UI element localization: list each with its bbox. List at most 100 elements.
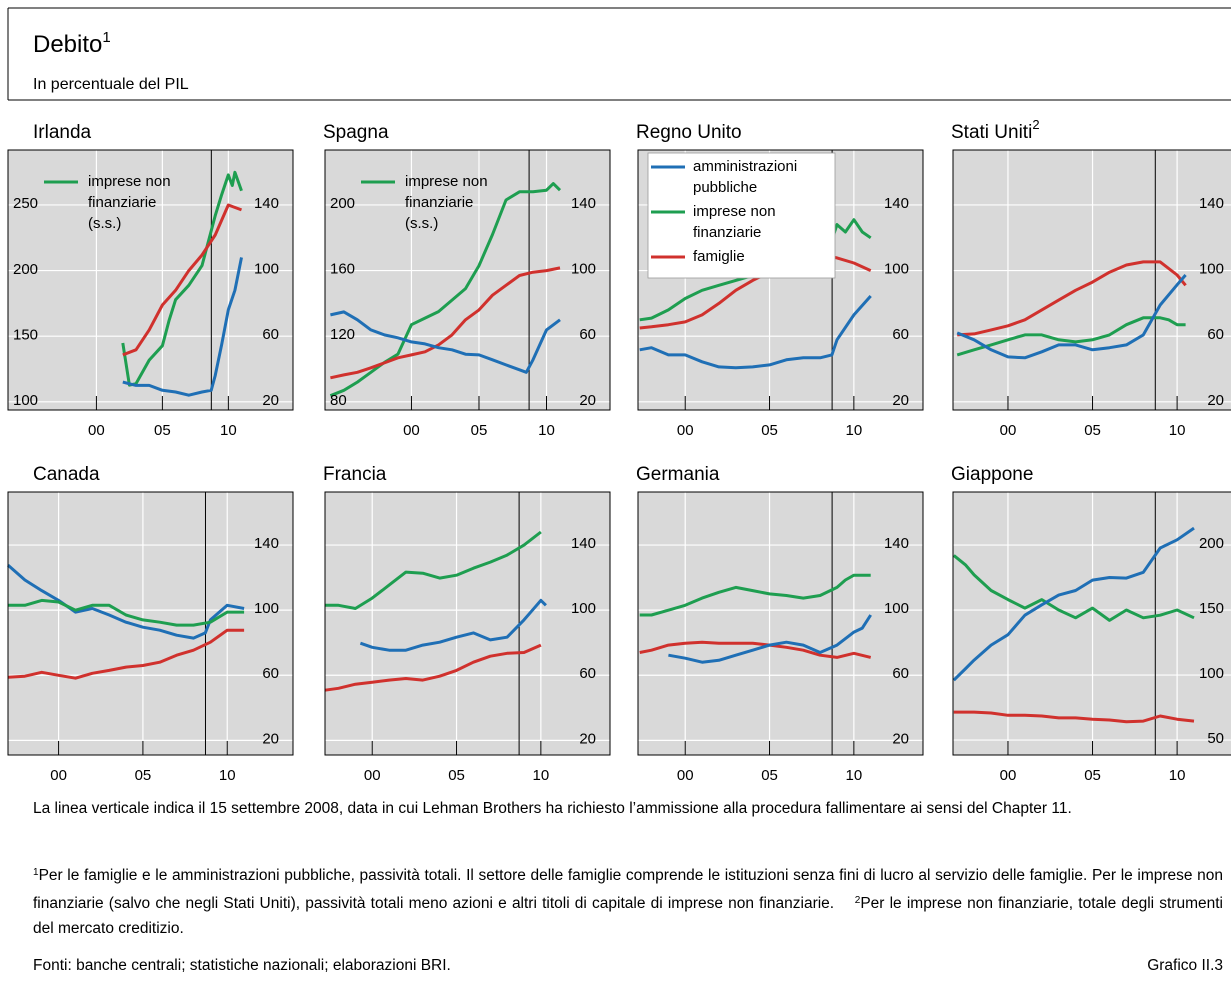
panel-title-text: Giappone	[951, 464, 1033, 485]
plot-background	[325, 492, 610, 755]
y-tick-label: 150	[13, 326, 38, 343]
footnotes: 1Per le famiglie e le amministrazioni pu…	[33, 860, 1223, 941]
plot-background	[8, 150, 293, 410]
series-line	[639, 640, 872, 659]
y2-tick-label: 100	[884, 600, 909, 617]
series-line	[668, 614, 872, 664]
y2-tick-label: 150	[1199, 600, 1224, 617]
y2-tick-label: 60	[892, 665, 909, 682]
sources: Fonti: banche centrali; statistiche nazi…	[33, 957, 451, 974]
panel-title-note: 2	[1032, 117, 1039, 132]
note-mark: 2	[854, 895, 861, 906]
panel-title: Canada	[33, 464, 100, 485]
plot-frame	[637, 149, 924, 411]
y2-tick-label: 140	[571, 195, 596, 212]
y2-tick-label: 60	[262, 326, 279, 343]
x-tick-label: 05	[154, 422, 171, 439]
series-line	[952, 526, 1195, 682]
legend-label: finanziarie	[405, 194, 473, 211]
series-line	[639, 295, 872, 370]
x-tick-label: 00	[50, 767, 67, 784]
y2-tick-label: 140	[254, 535, 279, 552]
y2-tick-label: 140	[884, 535, 909, 552]
note-text: Per le imprese non finanziarie, totale d…	[33, 895, 1223, 937]
panel-title-text: Stati Uniti	[951, 122, 1032, 143]
panel-title: Germania	[636, 464, 720, 485]
panel-title-text: Canada	[33, 464, 100, 485]
page-title: Debito1	[33, 29, 111, 58]
title-text: Debito	[33, 31, 102, 58]
legend-label: finanziarie	[88, 194, 156, 211]
series-line	[359, 598, 547, 652]
x-tick-label: 10	[220, 422, 237, 439]
y2-tick-label: 60	[579, 665, 596, 682]
x-tick-label: 00	[677, 767, 694, 784]
legend-label: (s.s.)	[88, 215, 121, 232]
legend-label: amministrazioni	[693, 158, 797, 175]
series-line	[324, 643, 542, 692]
panel-title-text: Regno Unito	[636, 122, 742, 143]
series-line	[329, 182, 562, 398]
x-tick-label: 00	[677, 422, 694, 439]
panel-title-text: Irlanda	[33, 122, 92, 143]
panel-title: Irlanda	[33, 122, 92, 143]
plot-background	[638, 492, 923, 755]
y-tick-label: 250	[13, 195, 38, 212]
y2-tick-label: 60	[579, 326, 596, 343]
series-line	[122, 257, 243, 397]
y-tick-label: 80	[330, 392, 347, 409]
x-tick-label: 10	[533, 767, 550, 784]
x-tick-label: 10	[1169, 767, 1186, 784]
y2-tick-label: 100	[571, 600, 596, 617]
y2-tick-label: 20	[579, 730, 596, 747]
x-tick-label: 05	[761, 767, 778, 784]
y2-tick-label: 20	[262, 392, 279, 409]
plot-frame	[324, 149, 611, 411]
plot-frame	[324, 491, 611, 756]
title-note: 1	[102, 29, 110, 46]
series-line	[330, 266, 561, 380]
x-tick-label: 05	[1084, 767, 1101, 784]
panel-title-text: Spagna	[323, 122, 389, 143]
panel-title: Stati Uniti2	[951, 117, 1040, 143]
note-mark: 1	[33, 867, 39, 878]
series-line	[325, 530, 542, 610]
y2-tick-label: 100	[1199, 665, 1224, 682]
y2-tick-label: 20	[892, 392, 909, 409]
panel-title-text: Germania	[636, 464, 720, 485]
chart-area: Debito1 In percentuale del PIL 00 05 10100…	[7, 7, 1231, 784]
y-tick-label: 160	[330, 261, 355, 278]
panel-title: Regno Unito	[636, 122, 742, 143]
x-tick-label: 05	[135, 767, 152, 784]
y2-tick-label: 20	[1207, 392, 1224, 409]
x-tick-label: 00	[403, 422, 420, 439]
series-line	[952, 554, 1195, 622]
series-line	[639, 573, 871, 617]
x-tick-label: 10	[538, 422, 555, 439]
chart-id: Grafico II.3	[1147, 957, 1223, 974]
x-tick-label: 05	[448, 767, 465, 784]
panel-title: Giappone	[951, 464, 1033, 485]
subtitle: In percentuale del PIL	[33, 76, 189, 93]
legend-label: imprese non	[693, 203, 776, 220]
series-line	[956, 274, 1187, 360]
panel-title: Spagna	[323, 122, 389, 143]
legend-label: finanziarie	[693, 224, 761, 241]
x-tick-label: 10	[1169, 422, 1186, 439]
legend-label: (s.s.)	[405, 215, 438, 232]
panel-title: Francia	[323, 464, 387, 485]
legend-label: pubbliche	[693, 179, 757, 196]
x-tick-label: 10	[846, 767, 863, 784]
y-tick-label: 200	[330, 195, 355, 212]
y2-tick-label: 20	[579, 392, 596, 409]
x-tick-label: 00	[1000, 767, 1017, 784]
series-line	[7, 563, 245, 640]
series-line	[7, 628, 245, 680]
plot-frame	[7, 491, 294, 756]
y-tick-label: 100	[13, 392, 38, 409]
y2-tick-label: 200	[1199, 535, 1224, 552]
plot-background	[8, 492, 293, 755]
series-line	[121, 170, 243, 387]
y2-tick-label: 100	[254, 261, 279, 278]
series-line	[122, 203, 243, 357]
